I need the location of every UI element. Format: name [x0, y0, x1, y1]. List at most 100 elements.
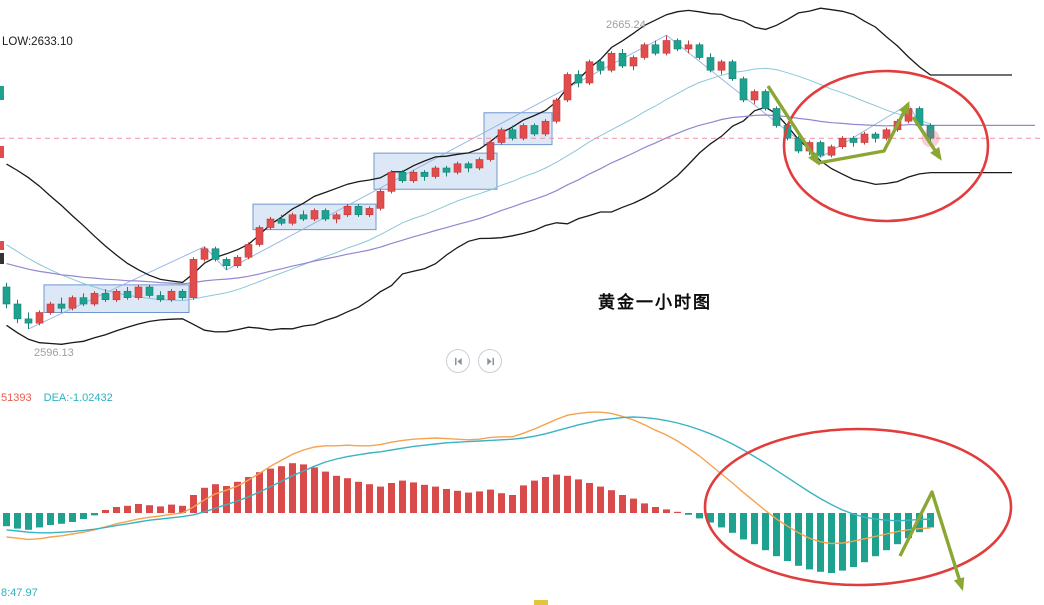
- macd-histogram-bar: [630, 498, 637, 513]
- long-ma-line: [6, 114, 1035, 285]
- candle-body: [541, 120, 550, 135]
- candle-body: [761, 91, 770, 109]
- macd-histogram-bar: [861, 513, 868, 563]
- candle-body: [629, 57, 638, 67]
- macd-histogram-bar: [91, 513, 98, 516]
- step-backward-button[interactable]: [446, 349, 470, 373]
- candle-body: [178, 290, 187, 298]
- macd-histogram-bar: [58, 513, 65, 524]
- macd-histogram-bar: [80, 513, 87, 519]
- consolidation-box: [483, 112, 553, 146]
- macd-histogram-bar: [773, 513, 780, 557]
- macd-histogram-bar: [355, 481, 362, 513]
- candle-body: [13, 303, 22, 320]
- clipped-edge-mark: [0, 146, 4, 158]
- macd-histogram-bar: [113, 507, 120, 513]
- macd-histogram-bar: [377, 486, 384, 513]
- candle-body: [651, 44, 660, 54]
- macd-histogram-bar: [553, 474, 560, 513]
- candle-body: [453, 163, 462, 173]
- candle-body: [24, 318, 33, 324]
- candle-body: [90, 293, 99, 305]
- candle-body: [365, 208, 374, 216]
- candle-body: [101, 293, 110, 301]
- macd-histogram-bar: [718, 513, 725, 528]
- candle-body: [343, 205, 352, 216]
- macd-histogram-bar: [652, 507, 659, 513]
- macd-histogram-bar: [14, 513, 21, 529]
- candle-body: [2, 286, 11, 305]
- macd-histogram-bar: [795, 513, 802, 566]
- macd-histogram-bar: [3, 513, 10, 527]
- step-forward-icon: [486, 357, 494, 365]
- candle-body: [167, 290, 176, 301]
- step-forward-button[interactable]: [478, 349, 502, 373]
- macd-histogram-bar: [168, 504, 175, 513]
- macd-histogram-bar: [696, 513, 703, 519]
- macd-histogram-bar: [905, 513, 912, 539]
- bollinger-upper-line: [6, 7, 1012, 284]
- macd-histogram-bar: [487, 489, 494, 513]
- macd-histogram-bar: [740, 513, 747, 540]
- macd-histogram-bar: [542, 477, 549, 513]
- macd-histogram-bar: [850, 513, 857, 567]
- macd-histogram-bar: [729, 513, 736, 533]
- macd-histogram-bar: [47, 513, 54, 525]
- candle-body: [354, 205, 363, 216]
- trough-price-label: 2596.13: [34, 347, 74, 359]
- macd-histogram-bar: [564, 475, 571, 513]
- macd-histogram-bar: [124, 505, 131, 513]
- macd-annotation-arrow: [898, 490, 965, 592]
- macd-histogram-bar: [410, 482, 417, 513]
- candle-body: [530, 125, 539, 135]
- candle-body: [552, 99, 561, 122]
- macd-histogram-bar: [465, 492, 472, 513]
- candle-body: [728, 61, 737, 80]
- candle-body: [464, 163, 473, 169]
- candle-body: [574, 74, 583, 84]
- clipped-edge-mark: [0, 253, 4, 264]
- candle-body: [739, 78, 748, 101]
- macd-histogram-bar: [179, 505, 186, 513]
- macd-histogram-bar: [883, 513, 890, 551]
- candle-body: [497, 129, 506, 143]
- macd-histogram-bar: [278, 466, 285, 513]
- candle-body: [35, 312, 44, 324]
- dif-line: [6, 411, 931, 545]
- candle-body: [420, 171, 429, 177]
- candle-body: [816, 142, 825, 156]
- trend-annotation-arrow: [766, 85, 820, 166]
- macd-histogram-bar: [806, 513, 813, 570]
- candle-body: [46, 303, 55, 313]
- macd-histogram-bar: [443, 489, 450, 513]
- candle-body: [156, 295, 165, 301]
- candle-body: [486, 142, 495, 160]
- highlight-ellipse-price: [782, 69, 990, 223]
- macd-histogram-bar: [520, 485, 527, 513]
- candle-body: [926, 125, 935, 139]
- peak-price-label: 2665.24: [606, 19, 646, 31]
- macd-histogram-bar: [619, 495, 626, 513]
- candle-body: [200, 248, 209, 260]
- candle-body: [563, 74, 572, 101]
- candle-body: [211, 248, 220, 260]
- macd-histogram-bar: [784, 513, 791, 561]
- candle-body: [310, 210, 319, 220]
- candle-body: [607, 52, 616, 71]
- candle-body: [277, 218, 286, 224]
- price-low-label: LOW:2633.10: [2, 36, 73, 48]
- macd-histogram-bar: [707, 513, 714, 523]
- bollinger-lower-line: [6, 106, 1012, 345]
- chart-title: 黄金一小时图: [598, 293, 712, 312]
- candle-body: [387, 171, 396, 192]
- macd-histogram-bar: [509, 495, 516, 513]
- candle-body: [849, 137, 858, 143]
- candle-body: [244, 244, 253, 258]
- candle-body: [233, 256, 242, 267]
- macd-histogram-bar: [872, 513, 879, 557]
- macd-histogram-bar: [344, 478, 351, 513]
- macd-histogram-bar: [399, 480, 406, 513]
- macd-histogram-bar: [245, 477, 252, 513]
- candle-body: [79, 297, 88, 305]
